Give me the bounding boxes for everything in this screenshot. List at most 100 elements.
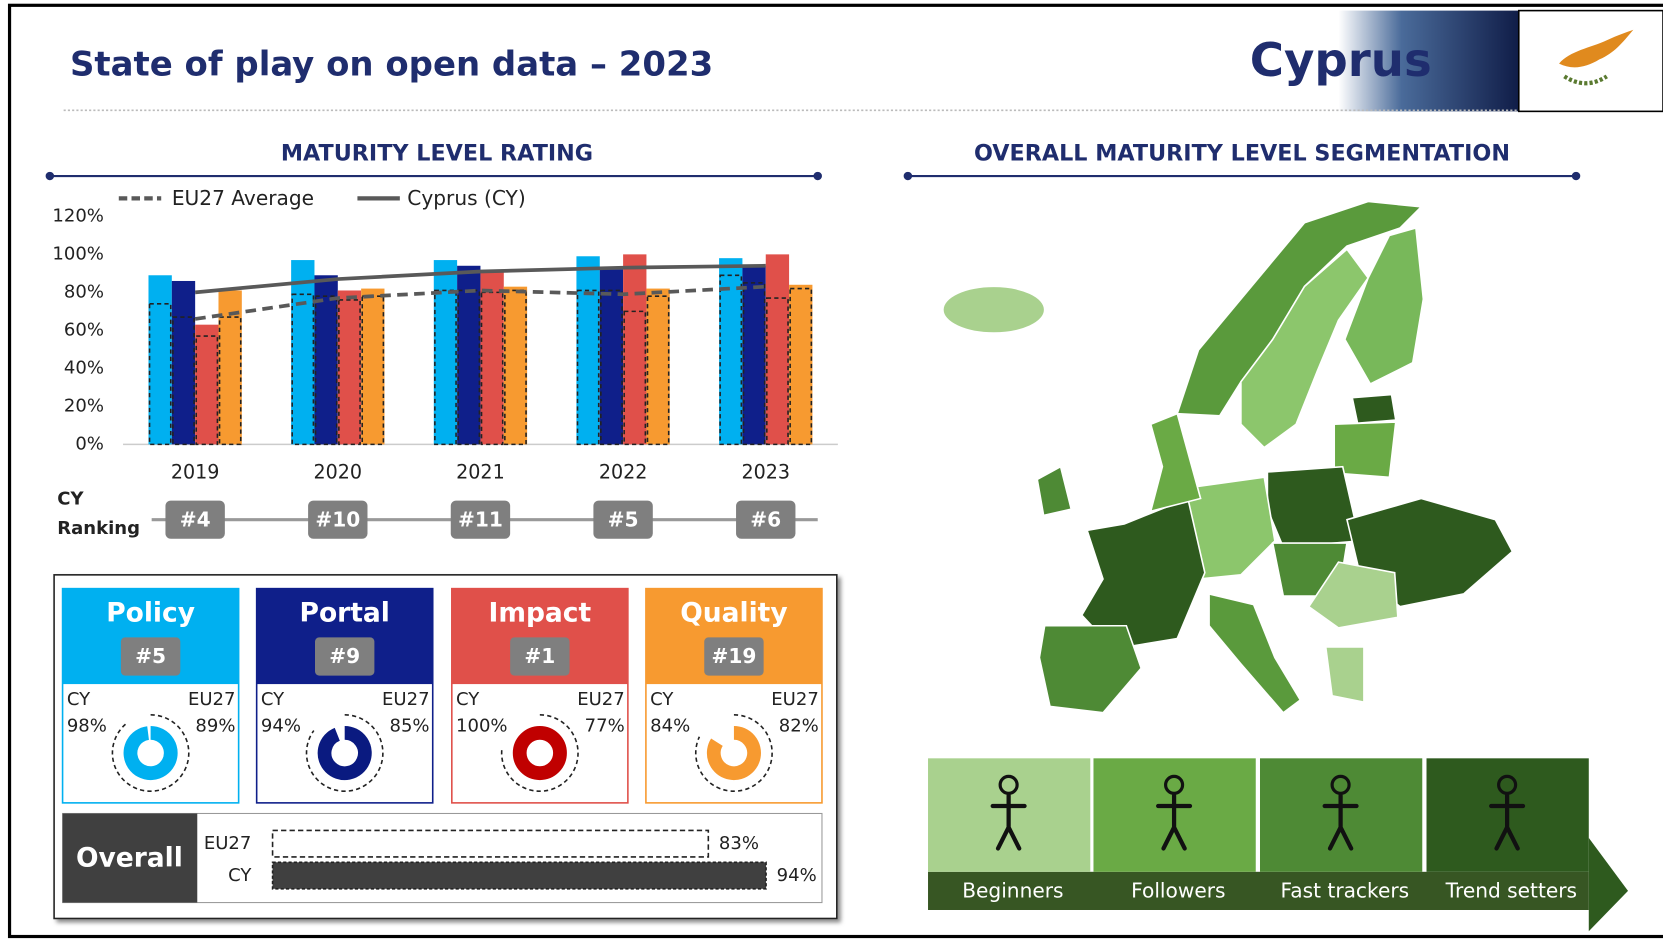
rank-pill — [120, 637, 181, 676]
eu27-ring — [500, 714, 579, 792]
eu27-value: 82% — [779, 716, 819, 737]
cy-label: CY — [67, 689, 91, 710]
segment-label: Beginners — [962, 878, 1063, 902]
country-name: Cyprus — [1250, 34, 1432, 88]
eu27-bar — [623, 310, 647, 446]
eu27-label: EU27 — [771, 689, 818, 710]
ranking-pill — [308, 500, 368, 539]
bar — [195, 324, 219, 445]
bar — [646, 288, 670, 445]
segment-icon — [1156, 793, 1193, 851]
bar — [623, 254, 647, 445]
cy-ring — [512, 725, 567, 781]
eu27-bar — [576, 289, 600, 446]
bar — [765, 254, 790, 445]
cy-value: 94% — [261, 716, 301, 737]
bar — [480, 271, 504, 445]
rule-dot — [1571, 171, 1581, 181]
eu27-bar — [600, 289, 623, 446]
segment-label: Trend setters — [1445, 878, 1577, 902]
ranking-value: #5 — [608, 507, 639, 531]
ranking-value: #11 — [458, 507, 503, 531]
eu27-bar — [218, 316, 242, 446]
map-title: OVERALL MATURITY LEVEL SEGMENTATION — [974, 140, 1510, 166]
overall-label: CY — [228, 865, 252, 886]
bar — [576, 256, 600, 445]
country — [1324, 646, 1365, 704]
cy-ring — [317, 725, 372, 781]
rule-dot — [45, 171, 55, 181]
eu27-bar — [195, 335, 219, 446]
eu27-bar — [719, 274, 743, 446]
eu27-label: EU27 — [577, 689, 625, 710]
country — [1038, 624, 1143, 714]
card-rank: #19 — [711, 644, 756, 668]
bar — [789, 284, 813, 445]
rank-pill — [510, 637, 570, 676]
country — [1333, 421, 1397, 479]
country — [1343, 227, 1425, 385]
legend-label: Cyprus (CY) — [407, 186, 525, 210]
card-rank: #5 — [135, 644, 166, 668]
eu27-value: 85% — [389, 716, 429, 737]
cy-value: 100% — [456, 716, 508, 737]
eu27-bar — [291, 293, 315, 446]
bar — [599, 269, 624, 445]
card-rank: #1 — [524, 644, 555, 668]
x-tick-label: 2022 — [599, 461, 648, 484]
overall-value: 83% — [719, 833, 759, 854]
segment-label: Followers — [1131, 878, 1225, 902]
card-title: Impact — [488, 598, 591, 629]
bar — [314, 275, 338, 445]
y-tick-label: 80% — [64, 281, 104, 302]
ranking-label: Ranking — [57, 518, 140, 539]
country — [1351, 393, 1397, 425]
segment-icon — [990, 793, 1027, 851]
bar — [361, 288, 385, 445]
ranking-value: #6 — [750, 507, 781, 531]
segment-label: Fast trackers — [1281, 878, 1410, 902]
bar — [218, 290, 242, 445]
country — [1240, 248, 1370, 449]
bar — [171, 280, 196, 445]
bar — [719, 258, 743, 445]
cy-label: CY — [650, 689, 674, 710]
eu27-bar — [789, 287, 813, 446]
line-series — [194, 284, 766, 321]
y-tick-label: 20% — [64, 395, 104, 416]
eu27-label: EU27 — [188, 689, 236, 710]
page-title: State of play on open data – 2023 — [70, 45, 713, 84]
line-series — [194, 263, 766, 295]
eu27-bar — [338, 299, 361, 446]
ranking-pill — [593, 500, 653, 539]
x-tick-label: 2019 — [171, 461, 220, 484]
card-title: Policy — [106, 598, 195, 629]
legend-arrow — [1588, 837, 1629, 932]
card-title: Portal — [300, 598, 390, 629]
frame — [7, 3, 1663, 939]
y-tick-label: 60% — [64, 319, 104, 340]
bar — [503, 286, 528, 445]
overall-bar — [271, 829, 710, 858]
country — [1266, 465, 1361, 549]
bar — [457, 265, 481, 445]
eu27-bar — [742, 282, 766, 446]
bar — [148, 275, 172, 445]
europe-map — [942, 200, 1514, 714]
card-title: Quality — [680, 598, 787, 629]
eu27-bar — [314, 295, 338, 446]
eu27-bar — [148, 302, 172, 446]
segment-icon — [1322, 793, 1359, 851]
segment-icon — [1489, 793, 1526, 851]
cy-ring — [123, 725, 178, 781]
ranking-value: #10 — [315, 507, 360, 531]
country — [942, 285, 1046, 334]
overall-head — [62, 813, 198, 903]
cy-label: CY — [261, 689, 285, 710]
eu27-label: EU27 — [382, 689, 430, 710]
cy-label: CY — [456, 689, 480, 710]
country — [1149, 412, 1202, 513]
bar — [291, 260, 315, 445]
x-tick-label: 2020 — [314, 461, 363, 484]
